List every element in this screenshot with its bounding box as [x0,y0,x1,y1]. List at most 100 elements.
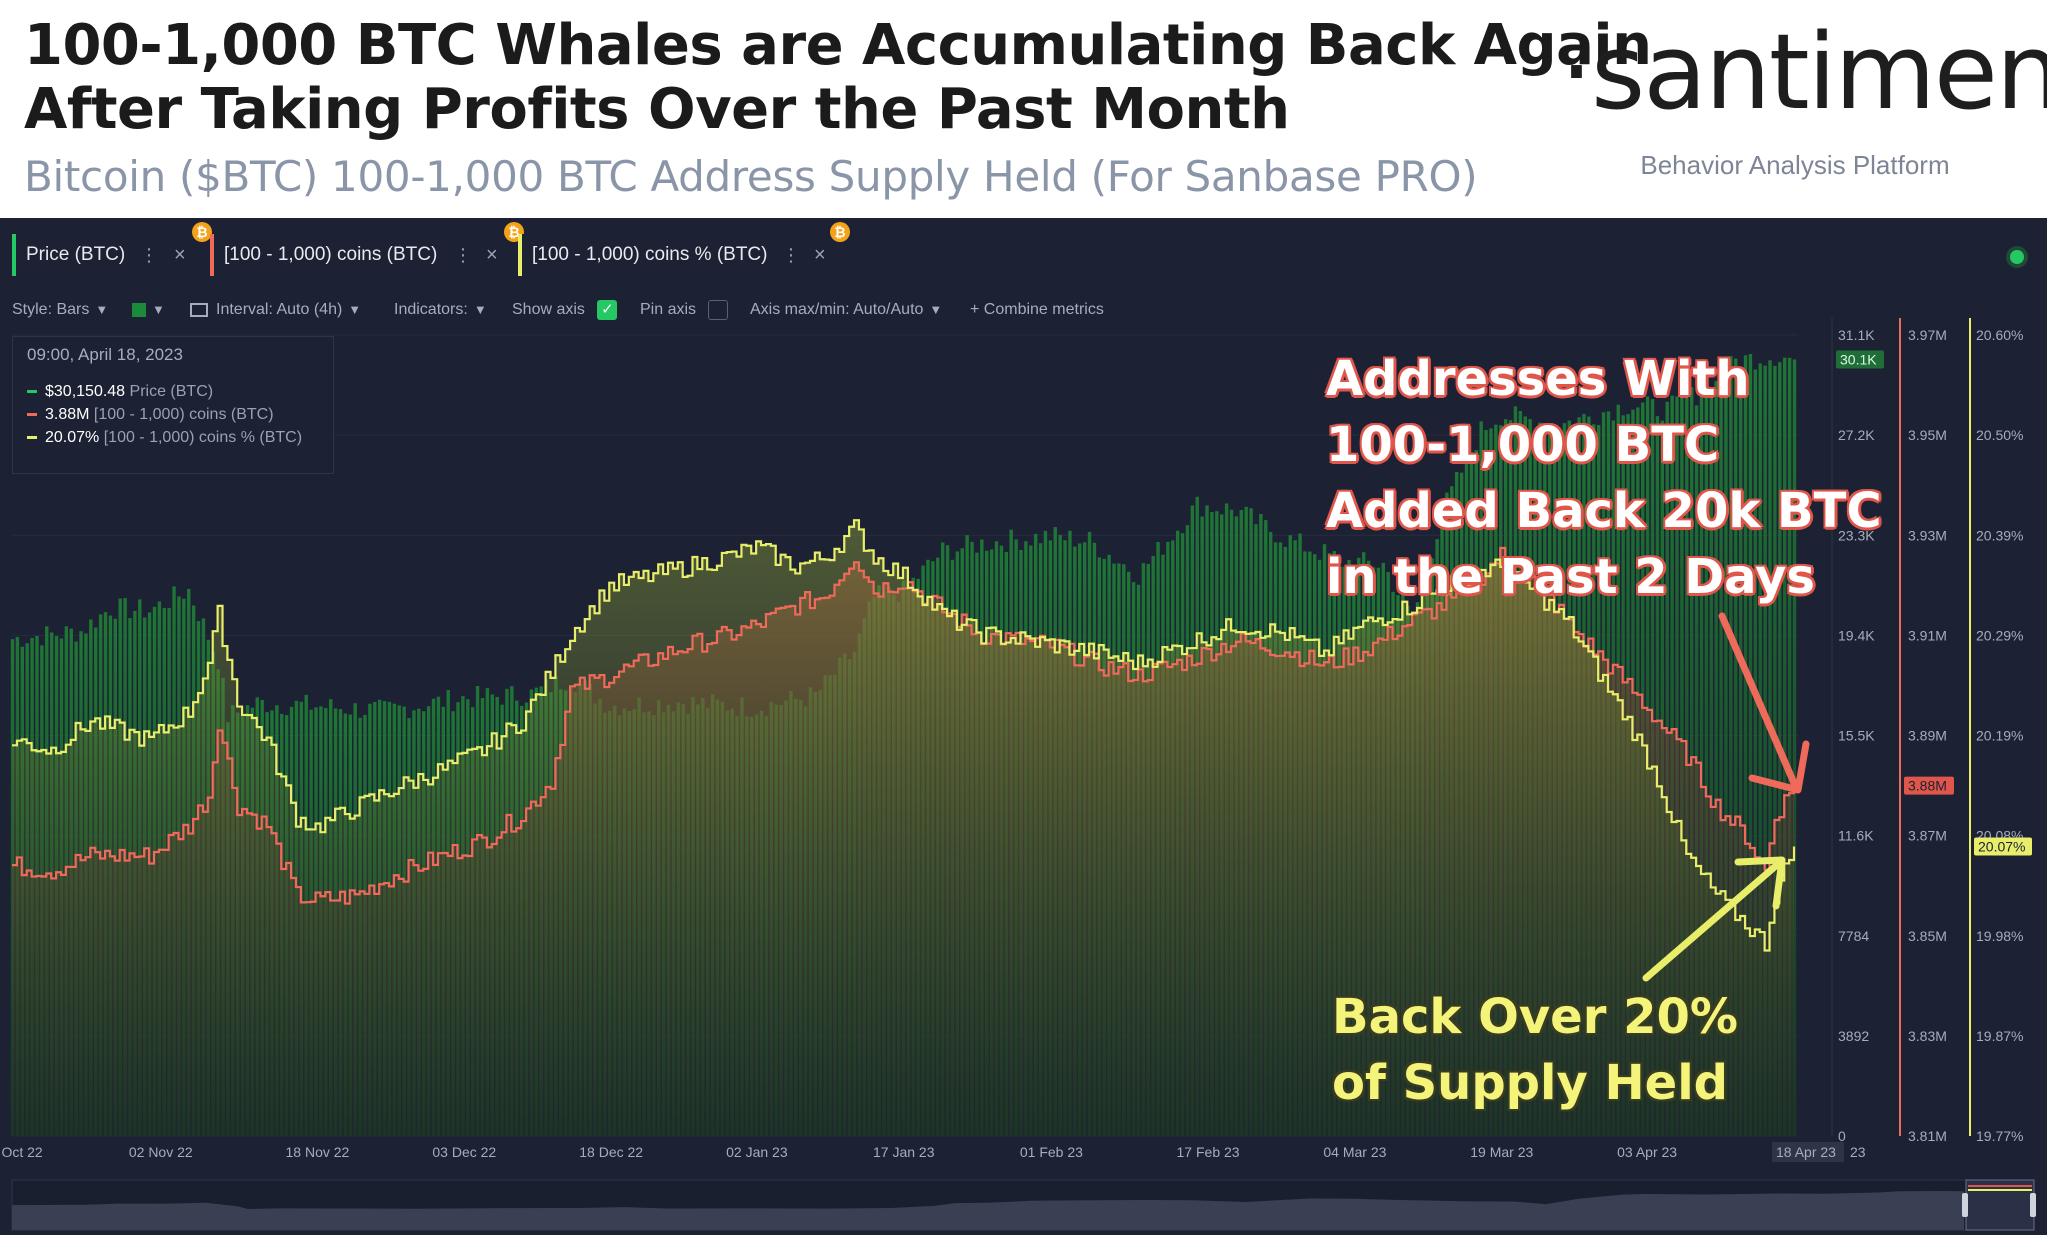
style-dropdown[interactable]: Style: Bars ▼ [12,296,108,324]
price-bar [1758,363,1762,1136]
annotation-red-line: in the Past 2 Days [1326,549,1815,605]
pct-tick-label: 20.39% [1976,527,2023,543]
red-arrow-shaft [1718,612,1798,787]
price-bar [1734,358,1738,1137]
price-tick-label: 11.6K [1838,828,1874,844]
navigator-window [1965,1179,2035,1231]
x-tick-label: 03 Dec 22 [432,1144,496,1160]
legend-marker [27,436,37,440]
annotation-arrows [1642,612,1810,982]
tab-coins-percent[interactable]: [100 - 1,000) coins % (BTC) ⋮ × ₿ [518,222,850,276]
title-line-2: After Taking Profits Over the Past Month [24,77,1290,142]
color-swatch [132,302,146,317]
pin-axis-toggle[interactable]: Pin axis [640,296,729,324]
pct-tick-label: 19.87% [1976,1028,2023,1044]
pct-tick-label: 20.29% [1976,627,2023,643]
price-tick-label: 7784 [1838,928,1869,944]
price-bar [1724,377,1728,1136]
interval-label: Interval: Auto (4h) [216,301,343,318]
axes: 31.1K 27.2K 23.3K 19.4K 15.5K 11.6K 7784 3892 03… [0,318,2032,1162]
legend-value: $30,150.48 [45,383,126,400]
header: 100-1,000 BTC Whales are Accumulating Ba… [0,0,2047,218]
legend-series-name: [100 - 1,000) coins % (BTC) [103,429,303,446]
chart-canvas: 31.1K 27.2K 23.3K 19.4K 15.5K 11.6K 7784 3892 03… [0,318,2036,1231]
title-line-1: 100-1,000 BTC Whales are Accumulating Ba… [24,13,1652,78]
annotation-red-line: Added Back 20k BTC [1326,483,1882,539]
range-navigator[interactable] [11,1179,2036,1231]
close-icon[interactable]: × [814,244,826,266]
annotation-yellow: Back Over 20% of Supply Held [1332,984,1738,1116]
chevron-down-icon: ▼ [152,302,165,317]
pct-tick-label: 20.60% [1976,327,2023,343]
coins-percent-area [12,520,1794,1136]
bitcoin-badge-icon: ₿ [192,222,212,242]
legend-series-name: Price (BTC) [129,383,214,400]
combine-metrics-button[interactable]: + Combine metrics [970,301,1104,318]
price-tick-label: 31.1K [1838,327,1875,343]
x-tick-label: 02 Jan 23 [726,1144,788,1160]
bitcoin-badge-icon: ₿ [830,222,850,242]
x-tick-label: 02 Nov 22 [129,1144,193,1160]
tab-menu-icon[interactable]: ⋮ [782,245,800,265]
legend-date: 09:00, April 18, 2023 [27,345,183,364]
annotation-yellow-line: Back Over 20% [1332,989,1738,1045]
axis-maxmin-dropdown[interactable]: Axis max/min: Auto/Auto ▼ [750,296,942,324]
pct-current-badge [1974,837,2032,856]
tab-menu-icon[interactable]: ⋮ [454,245,472,265]
tab-label: [100 - 1,000) coins (BTC) [224,244,438,265]
show-axis-label: Show axis [512,301,585,318]
series-areas [10,354,1797,1137]
x-tick-label: 01 Feb 23 [1020,1144,1083,1160]
pct-tick-label: 20.19% [1976,728,2023,744]
tab-price[interactable]: Price (BTC) ⋮ × ₿ [12,222,212,276]
price-tick-label: 27.2K [1838,427,1875,443]
coins-tick-label: 3.89M [1908,728,1947,744]
price-bar [1714,380,1718,1136]
price-tick-label: 3892 [1838,1028,1869,1044]
pct-tick-label: 19.77% [1976,1128,2023,1144]
price-tick-label: 23.3K [1838,527,1875,543]
checkbox-unchecked-icon [708,299,729,320]
x-tick-label: 18 Nov 22 [286,1144,350,1160]
price-bar [1748,354,1753,1136]
chevron-down-icon: ▼ [473,302,487,317]
legend-series-name: [100 - 1,000) coins (BTC) [93,406,274,423]
checkbox-checked-icon: ✓ [597,299,618,320]
show-axis-toggle[interactable]: Show axis ✓ [512,296,618,324]
tab-menu-icon[interactable]: ⋮ [140,245,158,265]
chevron-down-icon: ▼ [95,302,109,317]
chevron-down-icon: ▼ [348,302,362,317]
close-icon[interactable]: × [486,244,498,266]
yellow-arrow-shaft [1642,860,1782,982]
price-tick-label: 19.4K [1838,627,1875,643]
brand: ·santiment· Behavior Analysis Platform [1560,18,2047,181]
price-bar [1743,355,1748,1136]
price-tick-label: 15.5K [1838,728,1875,744]
x-tick-label: 19 Mar 23 [1470,1144,1533,1160]
page-subtitle: Bitcoin ($BTC) 100-1,000 BTC Address Sup… [24,152,1478,201]
tooltip-legend: 09:00, April 18, 2023 $30,150.48 Price (… [12,336,334,474]
price-bar [1773,365,1777,1136]
tab-label: [100 - 1,000) coins % (BTC) [532,244,768,265]
coins-tick-label: 3.85M [1908,928,1947,944]
coins-tick-label: 3.97M [1908,327,1947,343]
indicators-dropdown[interactable]: Indicators: ▼ [394,296,487,324]
annotation-red-line: Addresses With [1326,351,1750,407]
interval-dropdown[interactable]: Interval: Auto (4h) ▼ [190,296,361,324]
price-bar [1787,357,1792,1136]
annotation-yellow-line: of Supply Held [1332,1055,1729,1111]
x-tick-label-suffix: 23 [1850,1144,1866,1160]
price-current-label: 30.1K [1840,351,1877,367]
tab-coins[interactable]: [100 - 1,000) coins (BTC) ⋮ × ₿ [210,222,524,276]
legend-row-price: $30,150.48 Price (BTC) [27,383,213,401]
x-tick-label: 17 Feb 23 [1177,1144,1240,1160]
tab-label: Price (BTC) [26,244,126,265]
coins-tick-label: 3.83M [1908,1028,1947,1044]
price-bar [1704,386,1709,1136]
x-current-badge [1772,1142,1844,1162]
close-icon[interactable]: × [174,244,186,266]
legend-marker [27,390,37,394]
price-bar [1753,369,1758,1136]
color-picker[interactable]: ▼ [132,296,165,324]
coins-tick-label: 3.87M [1908,828,1947,844]
